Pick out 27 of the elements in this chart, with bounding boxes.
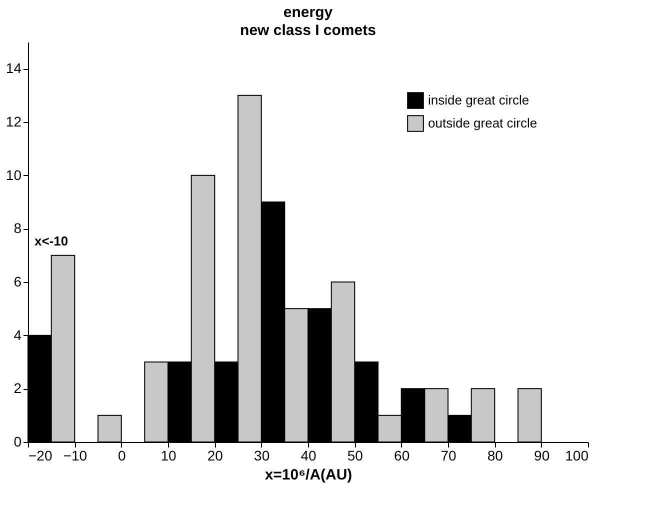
y-tick-label: 6 (14, 274, 22, 290)
y-tick-label: 4 (14, 326, 22, 343)
legend-label: inside great circle (428, 92, 530, 108)
x-tick-label: 10 (160, 448, 176, 464)
x-tick-label: −10 (63, 448, 88, 464)
x-tick-label: 60 (394, 448, 410, 464)
x-tick-label: −20 (28, 448, 52, 464)
y-tick-label: 12 (6, 114, 22, 130)
x-tick-label: 70 (440, 448, 456, 464)
y-tick-label: 8 (14, 220, 22, 236)
x-tick-label: 90 (534, 448, 550, 464)
x-tick-label: 40 (300, 448, 316, 464)
chart-title: energy (283, 4, 334, 21)
y-tick-label: 10 (6, 166, 22, 183)
y-tick-label: 2 (14, 380, 22, 396)
y-tick-label: 14 (6, 60, 22, 76)
x-tick-label: 20 (207, 448, 224, 464)
x-tick-label: 100 (565, 448, 589, 464)
chart-subtitle: new class I comets (240, 22, 376, 39)
x-tick-label: 30 (254, 448, 270, 464)
x-axis-title: x=10⁶/A(AU) (264, 466, 352, 484)
y-tick-label: 0 (14, 434, 22, 450)
legend-label: outside great circle (428, 116, 538, 130)
x-tick-label: 80 (487, 448, 504, 464)
x-tick-label: 0 (118, 448, 126, 464)
annotation: x<-10 (34, 233, 68, 248)
x-tick-label: 50 (347, 448, 364, 464)
